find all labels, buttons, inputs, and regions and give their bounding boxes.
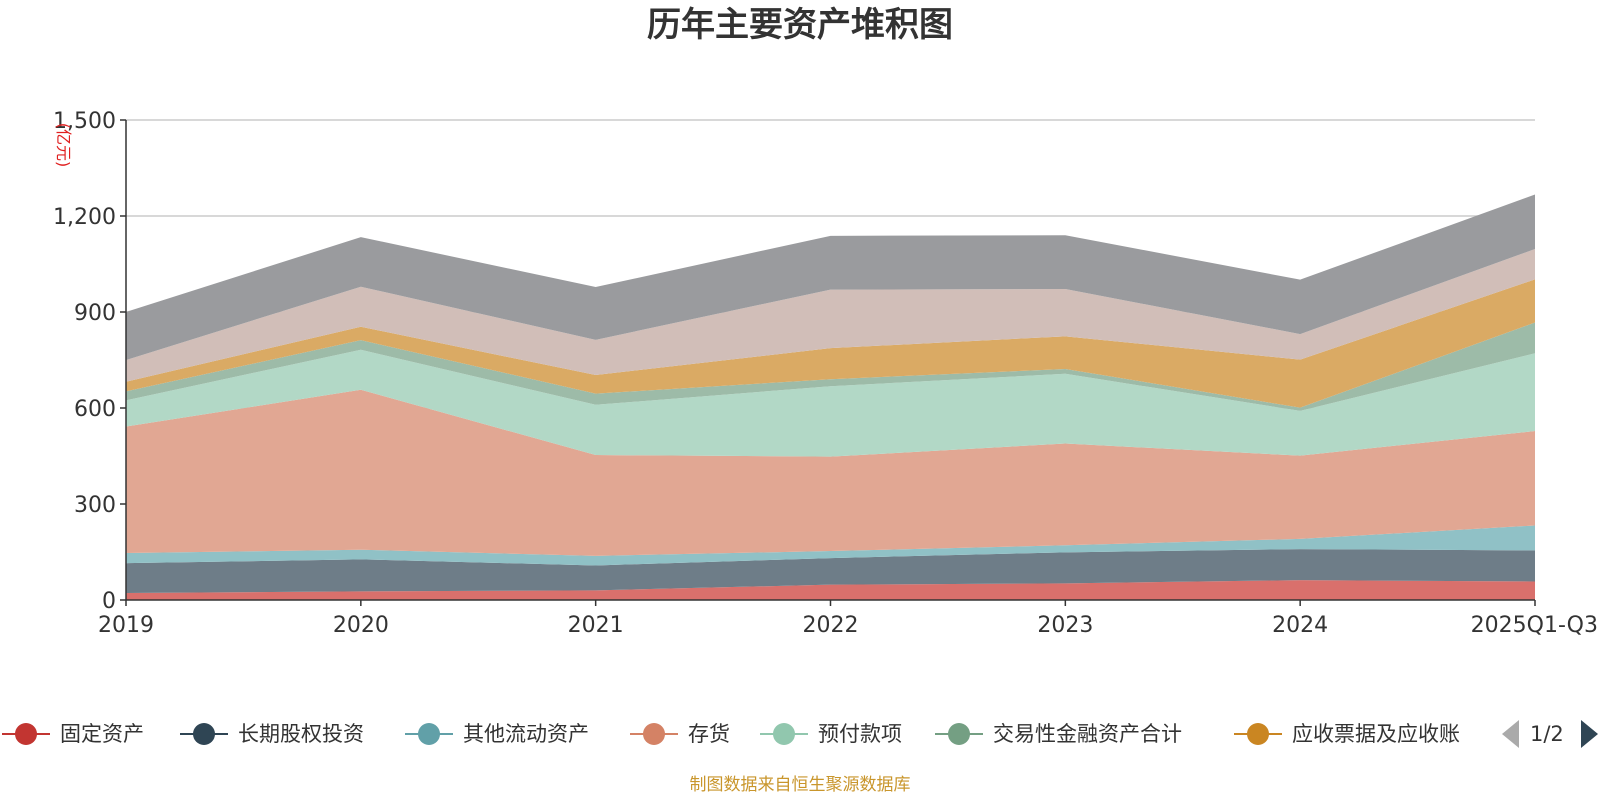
- area-series-6: [126, 322, 1535, 411]
- legend-marker: [418, 723, 440, 745]
- legend-page-indicator: 1/2: [1530, 722, 1564, 746]
- x-tick-label: 2023: [1037, 613, 1093, 638]
- y-tick-label: 600: [74, 397, 116, 422]
- x-tick-label: 2022: [803, 613, 859, 638]
- area-series-1: [126, 580, 1535, 600]
- area-series-8: [126, 248, 1535, 382]
- legend-marker: [773, 723, 795, 745]
- x-tick-label: 2020: [333, 613, 389, 638]
- legend: 固定资产 长期股权投资 其他流动资产 存货 预付款项 交易性金融资产合计 应收票据及应收账: [2, 722, 1460, 746]
- legend-item[interactable]: 长期股权投资: [180, 722, 364, 746]
- legend-label: 存货: [688, 722, 730, 746]
- legend-marker: [1247, 723, 1269, 745]
- legend-label: 其他流动资产: [463, 722, 589, 746]
- legend-marker: [193, 723, 215, 745]
- area-series-9: [126, 194, 1535, 360]
- legend-label: 应收票据及应收账: [1292, 722, 1460, 746]
- axis-layer: 0 300 600 900 1,200 1,500 2019 2020 2021 2022 2023…: [53, 109, 1598, 638]
- legend-item[interactable]: 应收票据及应收账: [1234, 722, 1460, 746]
- legend-label: 长期股权投资: [238, 722, 364, 746]
- y-tick-label: 1,200: [53, 205, 116, 230]
- legend-label: 预付款项: [818, 722, 902, 746]
- legend-item[interactable]: 预付款项: [760, 722, 902, 746]
- legend-marker: [643, 723, 665, 745]
- legend-item[interactable]: 固定资产: [2, 722, 144, 746]
- data-source-note: 制图数据来自恒生聚源数据库: [690, 775, 911, 795]
- legend-label: 交易性金融资产合计: [993, 722, 1182, 746]
- y-tick-label: 300: [74, 493, 116, 518]
- chart-title: 历年主要资产堆积图: [647, 5, 953, 45]
- area-series-4: [126, 389, 1535, 556]
- x-tick-label: 2024: [1272, 613, 1328, 638]
- legend-item[interactable]: 交易性金融资产合计: [935, 722, 1182, 746]
- area-layer: [126, 194, 1535, 600]
- legend-item[interactable]: 其他流动资产: [405, 722, 589, 746]
- area-series-2: [126, 549, 1535, 593]
- y-tick-label: 1,500: [53, 109, 116, 134]
- x-tick-label: 2025Q1-Q3: [1471, 613, 1598, 638]
- area-series-7: [126, 279, 1535, 408]
- y-tick-label: 900: [74, 301, 116, 326]
- legend-prev-icon[interactable]: [1502, 720, 1519, 748]
- area-series-5: [126, 349, 1535, 457]
- legend-item[interactable]: 存货: [630, 722, 730, 746]
- legend-label: 固定资产: [60, 722, 144, 746]
- legend-pager: 1/2: [1502, 720, 1598, 748]
- legend-marker: [948, 723, 970, 745]
- legend-next-icon[interactable]: [1581, 720, 1598, 748]
- y-tick-label: 0: [102, 589, 116, 614]
- x-tick-label: 2019: [98, 613, 154, 638]
- x-tick-label: 2021: [568, 613, 624, 638]
- area-series-3: [126, 525, 1535, 566]
- y-axis-unit: (亿元): [54, 123, 73, 168]
- legend-marker: [15, 723, 37, 745]
